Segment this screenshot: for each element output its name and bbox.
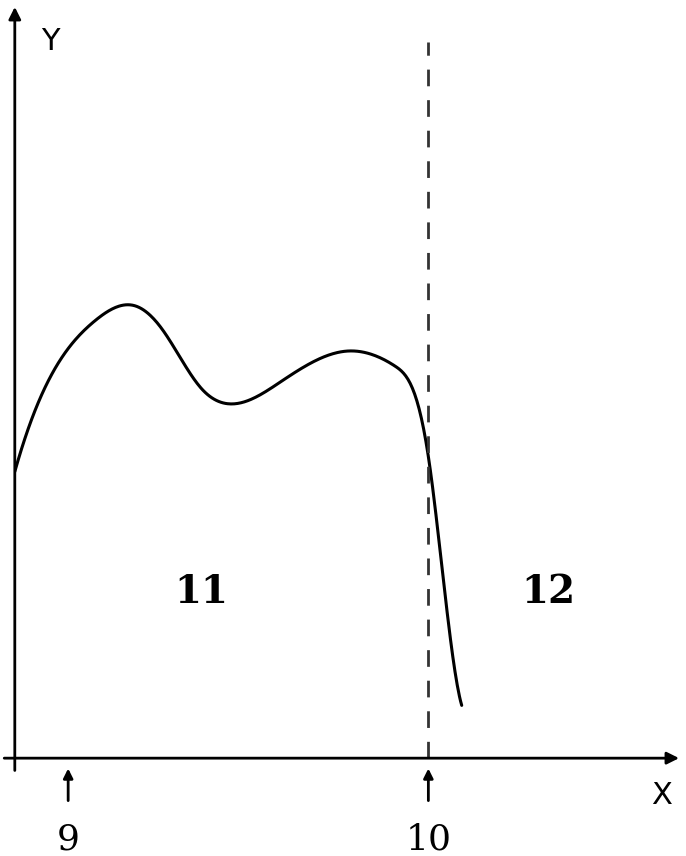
Text: X: X [652, 781, 672, 810]
Text: 11: 11 [174, 574, 228, 611]
Text: 12: 12 [521, 574, 576, 611]
Text: 10: 10 [405, 823, 451, 856]
Text: 9: 9 [57, 823, 80, 856]
Text: Y: Y [41, 27, 60, 56]
